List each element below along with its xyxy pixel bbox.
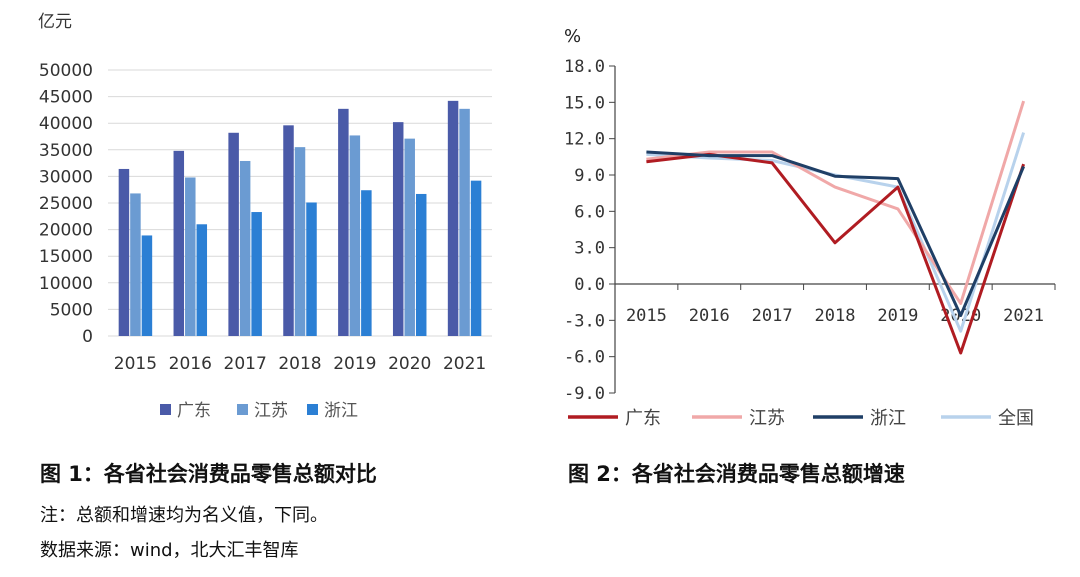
bar-y-tick-label: 20000: [39, 221, 93, 241]
line-x-tick-label: 2021: [1003, 306, 1044, 326]
bar: [404, 138, 415, 336]
bar-y-tick-label: 0: [82, 327, 93, 347]
line-legend: 广东 江苏 浙江 全国: [568, 408, 1034, 429]
figure-2-caption: 图 2：各省社会消费品零售总额增速: [568, 462, 905, 486]
bar: [173, 150, 185, 336]
bar: [306, 202, 317, 336]
bar: [392, 122, 404, 336]
bar-legend-swatch: [160, 404, 171, 415]
bar-legend-swatch: [307, 404, 318, 415]
bar: [361, 190, 372, 336]
line-y-tick-label: 6.0: [574, 202, 605, 222]
line-legend-label: 全国: [998, 408, 1034, 429]
bar-y-tick-label: 15000: [39, 247, 93, 267]
figure-note: 注：总额和增速均为名义值，下同。: [40, 505, 328, 526]
bar: [185, 177, 196, 336]
line-x-tick-labels: 2015 2016 2017 2018 2019 2020 2021: [626, 306, 1044, 326]
line-legend-label: 江苏: [749, 408, 785, 429]
line-x-tick-label: 2017: [752, 306, 793, 326]
line-y-tick-label: -9.0: [564, 384, 605, 404]
line-y-tick-labels: 18.0 15.0 12.0 9.0 6.0 3.0 0.0 -3.0 -6.0 -9.0: [564, 57, 605, 404]
bar-y-tick-label: 10000: [39, 274, 93, 294]
line-x-tick-label: 2018: [815, 306, 856, 326]
bar-y-tick-label: 5000: [50, 300, 93, 320]
line-series-path: [646, 150, 1025, 317]
bar-legend-label: 广东: [177, 401, 211, 421]
bar-y-tick-label: 40000: [39, 114, 93, 134]
figure-source: 数据来源：wind，北大汇丰智库: [40, 540, 299, 561]
bar-y-unit: 亿元: [38, 12, 72, 32]
line-chart: % 18.0 15.0 12.0 9.0 6.0 3.0 0.0 -3.0 -6.0 -9.0 2…: [564, 26, 1056, 429]
bar-x-tick-label: 2015: [114, 354, 157, 374]
bar-legend: 广东 江苏 浙江: [160, 401, 358, 421]
bar-y-tick-label: 25000: [39, 194, 93, 214]
bar-x-tick-label: 2017: [224, 354, 267, 374]
bar-chart: 亿元 5000045000400003500030000250002000015…: [38, 12, 492, 421]
bar: [338, 108, 349, 336]
bar: [415, 193, 427, 336]
bar: [447, 100, 459, 336]
bar-y-tick-label: 35000: [39, 141, 93, 161]
bar-x-tick-label: 2020: [388, 354, 431, 374]
line-x-tick-label: 2019: [877, 306, 918, 326]
line-x-tick-label: 2016: [689, 306, 730, 326]
bar-y-tick-label: 30000: [39, 167, 93, 187]
line-y-unit: %: [564, 26, 581, 47]
bar-legend-label: 江苏: [254, 401, 288, 421]
line-y-tick-label: -6.0: [564, 348, 605, 368]
bar: [141, 235, 153, 336]
bar: [130, 193, 141, 336]
line-y-tick-label: 18.0: [564, 57, 605, 77]
line-y-tick-label: 0.0: [574, 275, 605, 295]
bar: [118, 168, 130, 336]
bar-legend-label: 浙江: [324, 401, 358, 421]
bar-x-tick-label: 2016: [169, 354, 212, 374]
line-legend-label: 广东: [625, 408, 661, 429]
bar-x-tick-label: 2019: [333, 354, 376, 374]
bar-x-tick-label: 2018: [278, 354, 321, 374]
bar-y-tick-labels: 5000045000400003500030000250002000015000…: [39, 61, 93, 347]
line-x-tick-label: 2015: [626, 306, 667, 326]
line-y-tick-label: 3.0: [574, 239, 605, 259]
bar-x-tick-labels: 2015 2016 2017 2018 2019 2020 2021: [114, 354, 486, 374]
line-axes: [609, 65, 1056, 394]
line-y-tick-label: 12.0: [564, 130, 605, 150]
bar-y-tick-label: 50000: [39, 61, 93, 81]
bar: [283, 125, 294, 336]
bar-marks: [118, 100, 482, 336]
bar-legend-swatch: [237, 404, 248, 415]
bar: [239, 160, 251, 336]
line-legend-label: 浙江: [870, 408, 906, 429]
bar: [470, 180, 482, 336]
line-series-path: [646, 100, 1026, 305]
bar-y-tick-label: 45000: [39, 88, 93, 108]
line-y-tick-label: 15.0: [564, 93, 605, 113]
figure-1-caption: 图 1：各省社会消费品零售总额对比: [40, 462, 377, 486]
line-y-tick-label: -3.0: [564, 311, 605, 331]
bar: [294, 147, 306, 336]
bar: [459, 108, 470, 336]
bar: [196, 224, 208, 336]
bar: [228, 132, 239, 336]
bar: [251, 212, 262, 336]
bar: [349, 135, 361, 336]
line-y-tick-label: 9.0: [574, 166, 605, 186]
line-series: [646, 100, 1026, 355]
bar-x-tick-label: 2021: [443, 354, 486, 374]
